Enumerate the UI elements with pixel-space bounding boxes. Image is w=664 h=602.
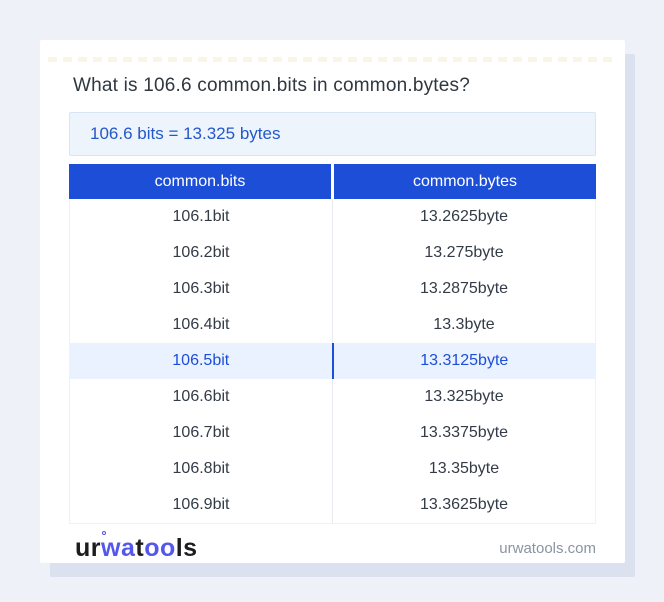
table-row[interactable]: 106.5bit 13.3125byte — [70, 343, 595, 379]
bits-cell[interactable]: 106.3bit — [70, 271, 333, 307]
bytes-cell[interactable]: 13.3375byte — [419, 424, 509, 441]
logo-text-wa: wa — [101, 530, 135, 563]
logo-glasses-oo: oo — [144, 533, 176, 562]
bytes-cell[interactable]: 13.35byte — [428, 460, 500, 477]
column-header-bytes: common.bytes — [334, 164, 596, 199]
bytes-cell[interactable]: 13.275byte — [424, 244, 504, 261]
conversion-table: common.bits common.bytes 106.1bit 13.2625… — [69, 164, 596, 524]
page-title: What is 106.6 common.bits in common.byte… — [73, 75, 471, 96]
urwatools-logo[interactable]: ur wa t oo ls — [75, 530, 198, 563]
converter-card: What is 106.6 common.bits in common.byte… — [40, 40, 625, 563]
bits-cell[interactable]: 106.2bit — [70, 235, 333, 271]
bytes-cell[interactable]: 13.2625byte — [419, 208, 509, 225]
table-row[interactable]: 106.7bit 13.3375byte — [70, 415, 595, 451]
bits-cell[interactable]: 106.5bit — [70, 343, 334, 379]
table-row[interactable]: 106.9bit 13.3625byte — [70, 487, 595, 523]
table-row[interactable]: 106.3bit 13.2875byte — [70, 271, 595, 307]
table-row[interactable]: 106.4bit 13.3byte — [70, 307, 595, 343]
table-row[interactable]: 106.2bit 13.275byte — [70, 235, 595, 271]
logo-text-ur: ur — [75, 533, 101, 562]
bytes-cell[interactable]: 13.325byte — [424, 388, 504, 405]
bytes-cell[interactable]: 13.3byte — [433, 316, 495, 333]
column-header-bits: common.bits — [69, 164, 331, 199]
table-row[interactable]: 106.6bit 13.325byte — [70, 379, 595, 415]
conversion-result-box: 106.6 bits = 13.325 bytes — [69, 112, 596, 156]
bytes-cell[interactable]: 13.3625byte — [419, 496, 509, 513]
decorative-dashed-line — [48, 57, 617, 62]
table-body: 106.1bit 13.2625byte 106.2bit 13.275byte 106… — [69, 199, 596, 524]
table-row[interactable]: 106.8bit 13.35byte — [70, 451, 595, 487]
bits-cell[interactable]: 106.1bit — [70, 199, 333, 235]
bits-cell[interactable]: 106.6bit — [70, 379, 333, 415]
card-footer: ur wa t oo ls urwatools.com — [69, 530, 596, 565]
logo-text-t: t — [135, 533, 145, 562]
site-domain-link[interactable]: urwatools.com — [499, 539, 596, 557]
bits-cell[interactable]: 106.9bit — [70, 487, 333, 523]
bits-cell[interactable]: 106.7bit — [70, 415, 333, 451]
table-row[interactable]: 106.1bit 13.2625byte — [70, 199, 595, 235]
conversion-result-text: 106.6 bits = 13.325 bytes — [90, 124, 281, 143]
bytes-cell[interactable]: 13.3125byte — [420, 352, 509, 369]
table-header-row: common.bits common.bytes — [69, 164, 596, 199]
bits-cell[interactable]: 106.4bit — [70, 307, 333, 343]
logo-text-ls: ls — [175, 533, 198, 562]
bytes-cell[interactable]: 13.2875byte — [419, 280, 509, 297]
logo-ring-icon — [102, 530, 106, 535]
bits-cell[interactable]: 106.8bit — [70, 451, 333, 487]
